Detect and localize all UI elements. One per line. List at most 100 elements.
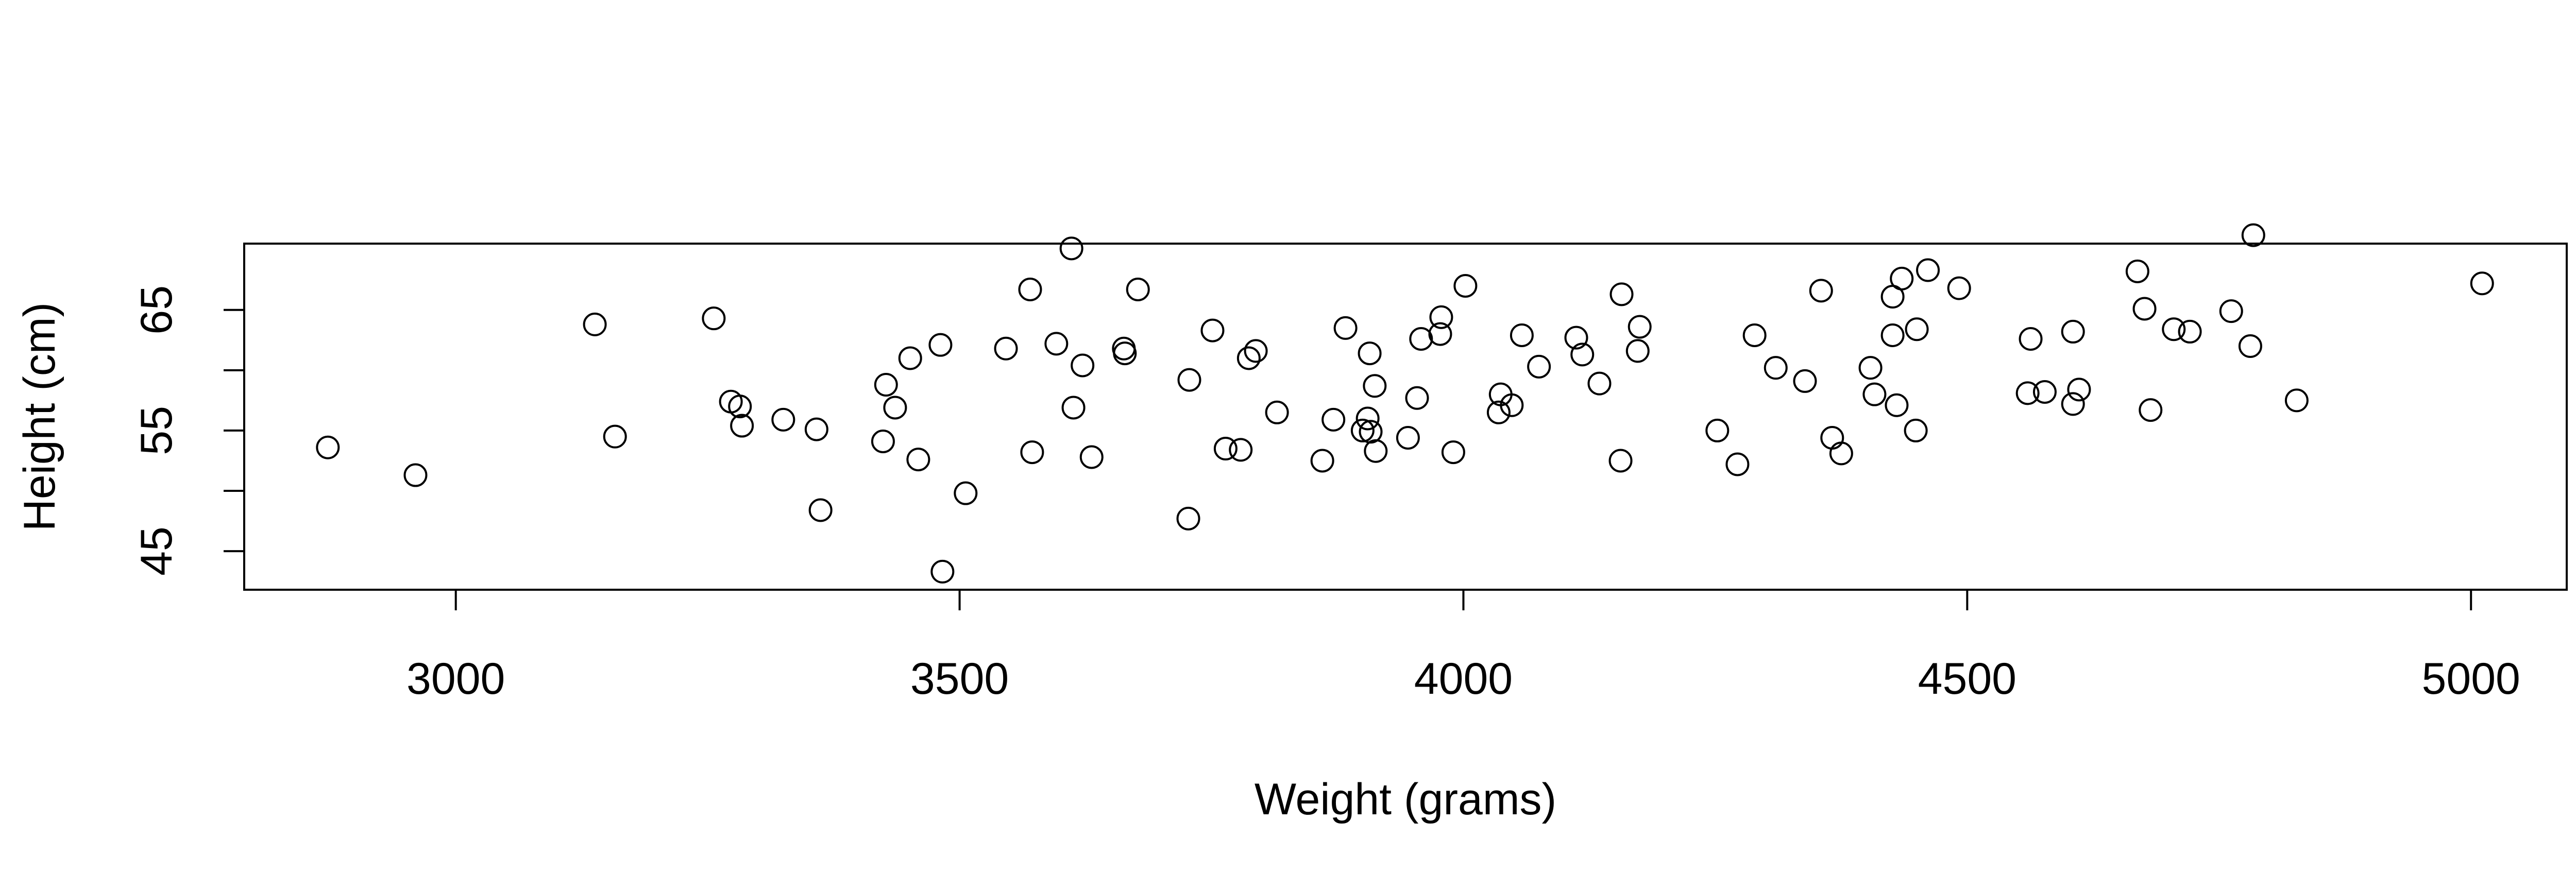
data-point bbox=[1177, 368, 1201, 392]
data-point bbox=[2067, 378, 2091, 402]
data-points bbox=[316, 223, 2494, 584]
data-point bbox=[1059, 236, 1083, 261]
data-point bbox=[1310, 449, 1334, 473]
data-point bbox=[1764, 356, 1788, 380]
data-point bbox=[804, 417, 828, 441]
data-point bbox=[2061, 392, 2085, 416]
data-point bbox=[1947, 276, 1971, 300]
data-point bbox=[2238, 334, 2262, 358]
data-point bbox=[1363, 374, 1387, 398]
data-point bbox=[1625, 339, 1650, 363]
data-point bbox=[1213, 437, 1238, 461]
data-point bbox=[1890, 266, 1914, 290]
data-point bbox=[1608, 449, 1633, 473]
data-point bbox=[1044, 332, 1069, 356]
data-point bbox=[1885, 393, 1909, 417]
x-tick-label: 4000 bbox=[1414, 654, 1513, 704]
data-point bbox=[1200, 318, 1225, 343]
data-point bbox=[403, 463, 428, 487]
data-point bbox=[1079, 445, 1104, 469]
data-point bbox=[2178, 319, 2202, 344]
data-point bbox=[1020, 440, 1044, 465]
y-axis-label: Height (cm) bbox=[15, 302, 64, 531]
data-point bbox=[1793, 369, 1817, 393]
data-point bbox=[1429, 305, 1453, 329]
data-point bbox=[1742, 323, 1767, 347]
x-axis-label: Weight (grams) bbox=[1255, 775, 1556, 824]
data-point bbox=[2032, 380, 2057, 404]
data-point bbox=[1880, 323, 1905, 347]
data-point bbox=[928, 333, 953, 357]
data-point bbox=[1236, 346, 1261, 370]
data-point bbox=[1018, 277, 1042, 301]
data-point bbox=[1862, 382, 1887, 406]
y-axis: 45 55 65 bbox=[132, 285, 245, 576]
data-point bbox=[883, 396, 907, 420]
y-tick-label: 55 bbox=[132, 406, 181, 455]
data-point bbox=[316, 435, 340, 459]
y-tick-label: 45 bbox=[132, 526, 181, 576]
data-point bbox=[1628, 315, 1652, 339]
data-point bbox=[1358, 341, 1382, 366]
data-point bbox=[1705, 418, 1730, 442]
data-point bbox=[1441, 440, 1465, 465]
data-point bbox=[1265, 400, 1289, 424]
data-point bbox=[2019, 327, 2043, 351]
data-point bbox=[954, 481, 978, 505]
data-point bbox=[2470, 271, 2494, 296]
data-point bbox=[1364, 439, 1388, 463]
data-point bbox=[1858, 356, 1883, 380]
data-point bbox=[1829, 441, 1853, 466]
data-point bbox=[1244, 339, 1268, 363]
data-point bbox=[898, 346, 922, 370]
data-point bbox=[1409, 327, 1433, 351]
x-tick-label: 3000 bbox=[406, 654, 505, 704]
data-point bbox=[2132, 297, 2157, 321]
data-point bbox=[906, 448, 930, 472]
data-point bbox=[1570, 343, 1595, 367]
data-point bbox=[603, 424, 627, 449]
x-tick-label: 3500 bbox=[910, 654, 1009, 704]
data-point bbox=[1904, 418, 1928, 442]
data-point bbox=[1486, 400, 1511, 424]
plot-frame bbox=[243, 243, 2568, 591]
data-point bbox=[1113, 341, 1137, 366]
data-point bbox=[1500, 393, 1524, 417]
data-point bbox=[1609, 282, 1634, 306]
x-tick-label: 4500 bbox=[1918, 654, 2016, 704]
data-point bbox=[1126, 277, 1150, 301]
data-point bbox=[1725, 452, 1750, 476]
data-point bbox=[728, 395, 752, 419]
data-point bbox=[1333, 316, 1358, 340]
data-point bbox=[702, 306, 726, 331]
data-point bbox=[2162, 317, 2186, 341]
data-point bbox=[2219, 299, 2243, 323]
data-point bbox=[1229, 438, 1253, 462]
y-tick-label: 65 bbox=[132, 285, 181, 335]
data-point bbox=[771, 407, 795, 432]
data-point bbox=[874, 372, 898, 397]
data-point bbox=[1071, 353, 1095, 378]
data-point bbox=[1564, 326, 1588, 350]
data-point bbox=[994, 336, 1018, 361]
data-point bbox=[930, 559, 955, 584]
data-point bbox=[1355, 406, 1380, 431]
data-point bbox=[1396, 425, 1420, 450]
data-point bbox=[1453, 273, 1478, 298]
data-point bbox=[1176, 506, 1200, 530]
x-axis: 3000 3500 4000 4500 5000 bbox=[406, 589, 2520, 704]
data-point bbox=[2015, 381, 2040, 405]
data-point bbox=[1587, 371, 1612, 396]
data-point bbox=[2241, 223, 2265, 247]
data-point bbox=[1809, 279, 1833, 303]
data-point bbox=[1510, 323, 1534, 347]
data-point bbox=[1916, 258, 1940, 282]
data-point bbox=[2061, 319, 2085, 344]
data-point bbox=[2284, 388, 2309, 413]
data-point bbox=[1428, 322, 1452, 346]
data-point bbox=[808, 498, 833, 522]
data-point bbox=[1405, 386, 1429, 410]
data-point bbox=[1820, 425, 1844, 450]
data-point bbox=[1061, 396, 1086, 420]
